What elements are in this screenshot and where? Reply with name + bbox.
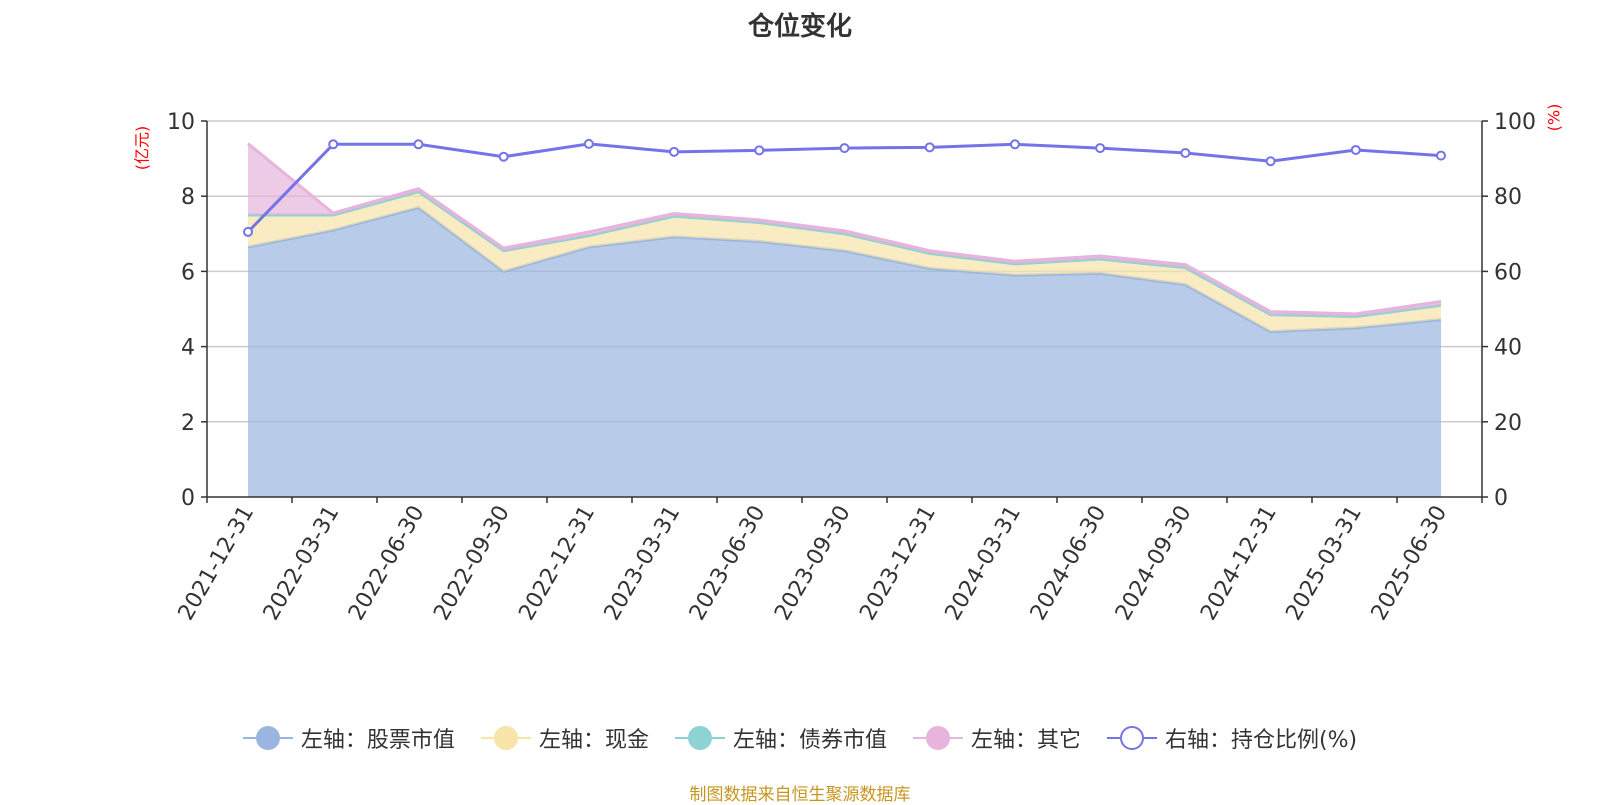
right-tick-label: 20 [1494,411,1522,436]
right-tick-label: 80 [1494,185,1522,210]
right-tick-label: 40 [1494,336,1522,361]
legend-label: 左轴：其它 [970,728,1081,753]
line-point [413,139,424,150]
right-tick-label: 60 [1494,260,1522,285]
area-edge-左轴：其它 [247,142,1442,316]
legend-item[interactable]: 左轴：其它 [912,722,1081,754]
line-point [924,142,935,153]
line-point [1180,147,1191,158]
legend-marker-icon [1106,725,1157,751]
x-tick-label: 2023-06-30 [685,502,771,625]
x-tick-label: 2022-12-31 [514,502,600,625]
line-point [1095,143,1106,154]
data-source-note: 制图数据来自恒生聚源数据库 [689,785,911,805]
legend-label: 左轴：现金 [538,728,649,753]
x-tick-label: 2022-03-31 [259,502,345,625]
line-point [669,146,680,157]
x-tick-label: 2024-06-30 [1026,502,1112,625]
x-tick-label: 2023-03-31 [600,502,686,625]
line-point [1350,144,1361,155]
line-point [498,151,509,162]
left-tick-label: 6 [181,260,195,285]
legend-item[interactable]: 左轴：股票市值 [242,722,455,754]
line-point [754,145,765,156]
legend-item[interactable]: 左轴：现金 [480,722,649,754]
x-tick-label: 2024-03-31 [941,502,1027,625]
legend-label: 右轴：持仓比例(%) [1164,728,1358,753]
chart-legend: 左轴：股票市值 左轴：现金 左轴：债券市值 左轴：其它 右轴：持仓比例(%) [0,722,1600,754]
line-point [583,138,594,149]
line-point [1009,139,1020,150]
left-tick-label: 2 [181,411,195,436]
legend-marker-icon [674,725,725,751]
right-tick-label: 100 [1494,110,1536,135]
x-tick-label: 2024-12-31 [1196,502,1282,625]
legend-item[interactable]: 左轴：债券市值 [674,722,887,754]
x-tick-label: 2021-12-31 [174,502,260,625]
x-tick-label: 2025-03-31 [1281,502,1367,625]
x-tick-label: 2022-06-30 [344,502,430,625]
x-tick-label: 2024-09-30 [1111,502,1197,625]
left-tick-label: 8 [181,185,195,210]
x-tick-label: 2022-09-30 [429,501,515,624]
legend-label: 左轴：债券市值 [732,728,887,753]
legend-label: 左轴：股票市值 [300,728,455,753]
right-tick-label: 0 [1494,486,1508,511]
legend-marker-icon [480,725,531,751]
left-tick-label: 10 [167,110,195,135]
x-tick-label: 2025-06-30 [1367,502,1453,625]
left-tick-label: 0 [181,486,195,511]
chart-title: 仓位变化 [747,12,852,42]
line-point [328,139,339,150]
line-point [1436,150,1446,161]
x-tick-label: 2023-12-31 [855,502,941,625]
line-point [839,143,850,154]
legend-marker-icon [242,725,293,751]
legend-marker-icon [912,725,963,751]
area-左轴：现金 [248,191,1441,332]
left-tick-label: 4 [181,336,195,361]
line-point [243,226,253,237]
legend-item[interactable]: 右轴：持仓比例(%) [1106,722,1358,754]
x-tick-label: 2023-09-30 [770,502,856,625]
line-point [1265,156,1276,167]
